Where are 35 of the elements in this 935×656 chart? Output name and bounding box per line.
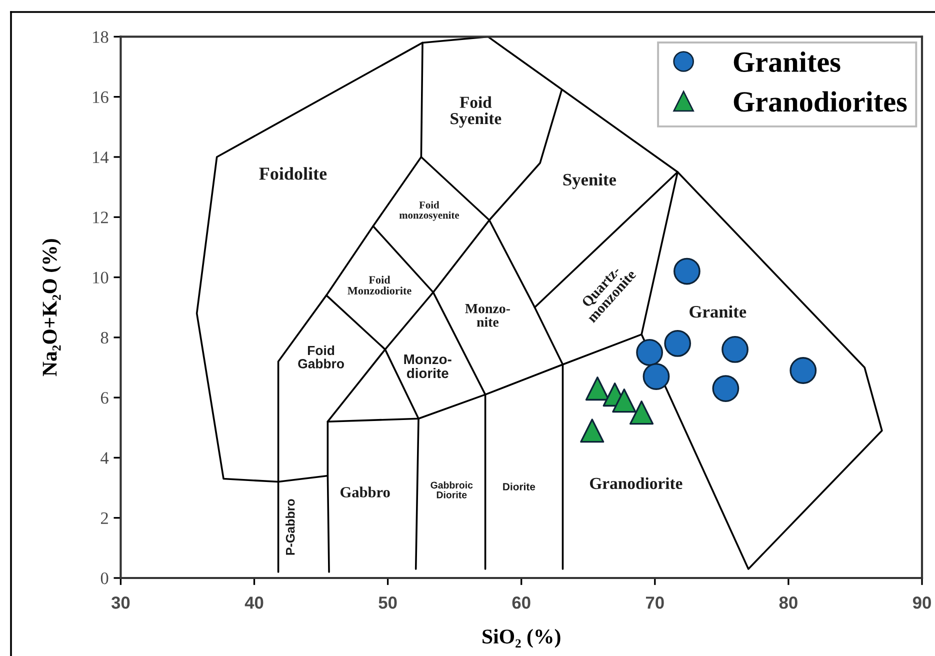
annotation: Monzo- nite bbox=[465, 304, 510, 327]
x-tick-label: 50 bbox=[378, 596, 397, 609]
x-tick-label: 30 bbox=[111, 596, 130, 609]
x-tick-label: 60 bbox=[512, 596, 530, 609]
annotation: Foid Gabbro bbox=[298, 345, 344, 368]
y-tick-label: 12 bbox=[93, 212, 108, 224]
x-tick-label: 90 bbox=[912, 596, 931, 609]
y-tick-label: 6 bbox=[100, 392, 108, 404]
annotation: P-Gabbro bbox=[286, 499, 295, 555]
y-tick-label: 2 bbox=[100, 512, 108, 524]
y-tick-label: 16 bbox=[93, 91, 108, 104]
y-tick-label: 14 bbox=[93, 152, 109, 164]
legend-label: Granodiorites bbox=[734, 91, 907, 112]
y-tick-label: 18 bbox=[93, 31, 108, 43]
annotation: Syenite bbox=[563, 173, 616, 190]
y-tick-label: 10 bbox=[93, 272, 108, 284]
annotation: Foid monzosyenite bbox=[399, 201, 460, 221]
annotation: Granite bbox=[690, 305, 746, 318]
y-axis-title: Na₂O+K₂O (%) bbox=[42, 239, 61, 376]
annotation: Diorite bbox=[503, 482, 536, 490]
annotation: Foid Monzodiorite bbox=[348, 276, 412, 294]
annotation: Monzo- diorite bbox=[404, 354, 452, 378]
x-tick-label: 70 bbox=[646, 596, 664, 609]
annotation: Gabbroic Diorite bbox=[430, 481, 473, 498]
annotation: Gabbro bbox=[340, 486, 390, 498]
y-tick-label: 4 bbox=[100, 452, 109, 464]
legend-label: Granites bbox=[734, 51, 840, 72]
x-axis-title: SiO₂ (%) bbox=[482, 628, 560, 648]
annotation: Foidolite bbox=[259, 167, 327, 180]
annotation: Granodiorite bbox=[590, 477, 682, 490]
annotation: Foid Syenite bbox=[450, 96, 502, 128]
y-tick-label: 8 bbox=[100, 332, 108, 344]
x-tick-label: 80 bbox=[779, 596, 798, 609]
x-tick-label: 40 bbox=[244, 596, 264, 609]
y-tick-label: 0 bbox=[100, 572, 108, 584]
